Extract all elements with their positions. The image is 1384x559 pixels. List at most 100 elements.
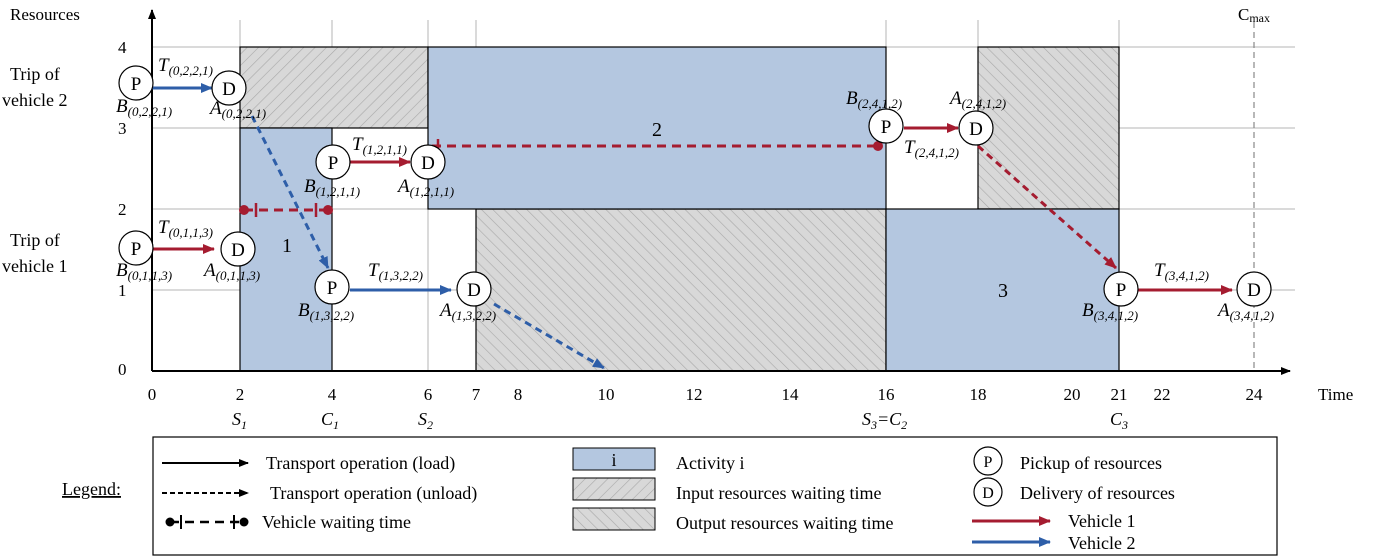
- milestone-s1: S1: [232, 409, 247, 432]
- pickup-node: P: [868, 108, 904, 144]
- waiting-regions: [239, 46, 1120, 372]
- a-1322-label: A(1,3,2,2): [438, 300, 496, 323]
- x-tick: 24: [1246, 385, 1264, 404]
- vehicle2-unload-arrow: [250, 115, 330, 269]
- svg-text:D: D: [1247, 280, 1261, 301]
- legend-pickup-symbol: P: [973, 446, 1003, 476]
- delivery-node: D: [1236, 271, 1272, 307]
- activity-2-box: [427, 46, 887, 210]
- x-tick: 2: [236, 385, 245, 404]
- svg-text:P: P: [881, 117, 892, 138]
- svg-text:P: P: [984, 454, 993, 471]
- waiting-end-dot: [873, 141, 883, 151]
- y-axis-title: Resources: [10, 5, 80, 24]
- legend-output-waiting: Output resources waiting time: [676, 513, 893, 533]
- svg-text:P: P: [328, 153, 339, 174]
- pickup-node: P: [315, 144, 351, 180]
- x-tick: 7: [472, 385, 481, 404]
- y-tick: 0: [118, 360, 127, 379]
- y-ticks: 0 1 2 3 4: [118, 38, 127, 379]
- legend-delivery-symbol: D: [973, 477, 1003, 507]
- b-1322-label: B(1,3,2,2): [298, 300, 354, 323]
- milestone-s2: S2: [418, 409, 433, 432]
- a-2412-label: A(2,4,1,2): [948, 88, 1006, 111]
- y-tick: 4: [118, 38, 127, 57]
- legend-pickup: Pickup of resources: [1020, 453, 1162, 473]
- legend-transport-load: Transport operation (load): [266, 453, 455, 474]
- legend-activity: Activity i: [676, 453, 745, 473]
- milestone-c3: C3: [1110, 409, 1128, 432]
- svg-text:D: D: [467, 280, 481, 301]
- legend-waiting-symbol: [165, 515, 249, 529]
- b-3412-label: B(3,4,1,2): [1082, 300, 1138, 323]
- svg-text:P: P: [1116, 280, 1127, 301]
- delivery-node: D: [456, 271, 492, 307]
- legend-title: Legend:: [62, 479, 121, 499]
- legend: Legend: Transport operation (load) Trans…: [62, 436, 1278, 556]
- x-tick: 10: [598, 385, 615, 404]
- delivery-node: D: [220, 231, 256, 267]
- vehicle1-row-label: Trip of: [10, 230, 60, 250]
- input-waiting-region: [239, 46, 429, 129]
- t-1211-label: T(1,2,1,1): [352, 134, 407, 157]
- a-3412-label: A(3,4,1,2): [1216, 300, 1274, 323]
- row-labels: Trip of vehicle 2 Trip of vehicle 1: [2, 64, 67, 276]
- b-0113-label: B(0,1,1,3): [116, 260, 172, 283]
- activity-3-label: 3: [998, 280, 1008, 302]
- y-tick: 2: [118, 200, 127, 219]
- x-tick: 12: [686, 385, 703, 404]
- activity-2-label: 2: [652, 119, 662, 141]
- legend-activity-symbol: i: [611, 450, 616, 470]
- x-tick: 16: [878, 385, 895, 404]
- x-tick: 0: [148, 385, 157, 404]
- legend-input-swatch: [572, 477, 656, 501]
- activity-1-label: 1: [282, 235, 292, 257]
- output-waiting-region: [977, 46, 1120, 210]
- x-tick: 20: [1064, 385, 1081, 404]
- vehicle1-row-label: vehicle 1: [2, 256, 67, 276]
- milestone-s3-c2: S3=C2: [862, 409, 907, 432]
- a-1211-label: A(1,2,1,1): [396, 176, 454, 199]
- x-tick: 14: [782, 385, 800, 404]
- axes: Resources Time Cmax 0 1 2 3 4 0 2 4 6 7 …: [10, 5, 1353, 432]
- legend-vehicle-waiting: Vehicle waiting time: [262, 512, 411, 532]
- y-tick: 3: [118, 119, 127, 138]
- legend-activity-swatch: [572, 447, 656, 471]
- legend-transport-unload: Transport operation (unload): [270, 483, 477, 504]
- waiting-end-dot: [323, 205, 333, 215]
- svg-text:D: D: [231, 240, 245, 261]
- svg-text:P: P: [327, 278, 338, 299]
- y-tick: 1: [118, 281, 127, 300]
- vehicle1-unload-arrow: [977, 144, 1117, 270]
- cmax-label: Cmax: [1238, 5, 1270, 25]
- output-waiting-region: [475, 208, 887, 372]
- legend-vehicle1: Vehicle 1: [1068, 511, 1135, 531]
- x-ticks: 0 2 4 6 7 8 10 12 14 16 18 20 21 22 24: [148, 385, 1263, 404]
- x-tick: 4: [328, 385, 337, 404]
- legend-delivery: Delivery of resources: [1020, 483, 1175, 503]
- delivery-node: D: [958, 110, 994, 146]
- t-1322-label: T(1,3,2,2): [368, 260, 423, 283]
- t-3412-label: T(3,4,1,2): [1154, 260, 1209, 283]
- pickup-node: P: [1103, 271, 1139, 307]
- svg-text:P: P: [131, 239, 142, 260]
- vehicle2-row-label: vehicle 2: [2, 90, 67, 110]
- vehicle2-row-label: Trip of: [10, 64, 60, 84]
- legend-output-swatch: [572, 507, 656, 531]
- svg-text:D: D: [421, 153, 435, 174]
- legend-frame: [152, 436, 1278, 556]
- svg-text:D: D: [969, 119, 983, 140]
- operation-labels: T(0,2,2,1) B(0,2,2,1) A(0,2,2,1) T(0,1,1…: [116, 55, 1274, 323]
- pickup-node: P: [118, 65, 154, 101]
- delivery-node: D: [410, 144, 446, 180]
- t-0113-label: T(0,1,1,3): [158, 217, 213, 240]
- waiting-start-dot: [239, 205, 249, 215]
- x-axis-title: Time: [1318, 385, 1353, 404]
- pickup-node: P: [314, 269, 350, 305]
- transport-arrows: [150, 83, 1233, 370]
- a-0113-label: A(0,1,1,3): [202, 260, 260, 283]
- delivery-node: D: [211, 70, 247, 106]
- x-tick: 18: [970, 385, 987, 404]
- x-tick: 21: [1111, 385, 1128, 404]
